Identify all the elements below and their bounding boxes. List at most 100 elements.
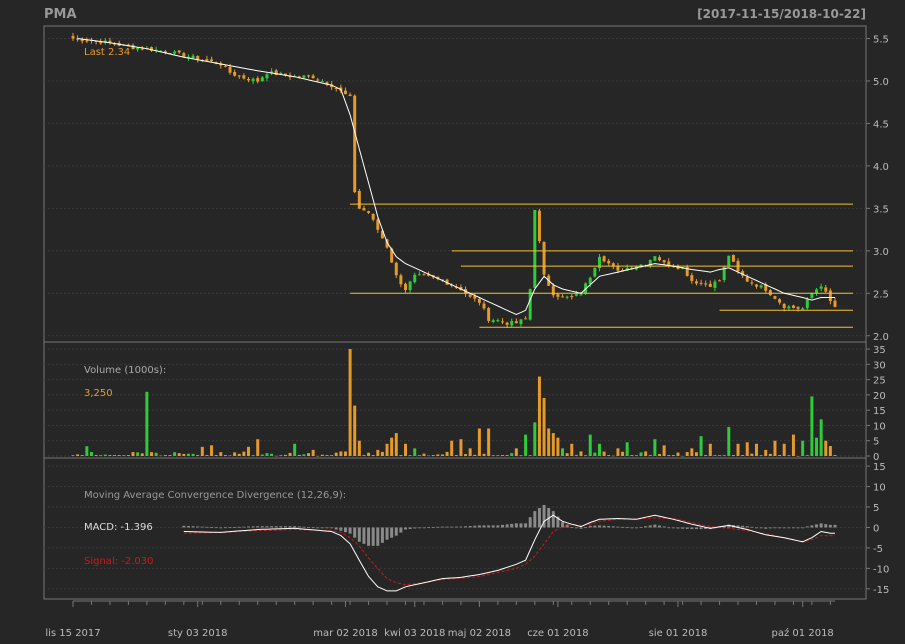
candle-body <box>436 276 440 279</box>
macd-histogram-bar <box>223 527 227 529</box>
candle-body <box>773 296 777 299</box>
volume-y-tick-label: 5 <box>873 437 879 448</box>
candle-body <box>731 254 735 262</box>
volume-bar <box>103 454 107 456</box>
macd-line <box>183 514 835 592</box>
volume-bar <box>173 452 177 456</box>
price-y-tick-label: 4.5 <box>873 119 889 130</box>
macd-histogram-bar <box>510 523 514 528</box>
price-y-tick-label: 3.5 <box>873 204 889 215</box>
macd-histogram-bar <box>658 525 662 528</box>
candle-body <box>588 277 592 285</box>
macd-histogram-bar <box>468 526 472 528</box>
volume-bar <box>805 455 809 456</box>
volume-bar <box>251 455 255 456</box>
candle-body <box>362 208 366 211</box>
candle-body <box>270 71 274 74</box>
macd-histogram-bar <box>565 524 569 528</box>
volume-bar <box>694 452 698 456</box>
candle-body <box>246 78 250 81</box>
candle-body <box>173 51 177 54</box>
candle-body <box>704 283 708 285</box>
volume-y-tick-label: 30 <box>873 360 886 371</box>
macd-histogram-bar <box>270 526 274 528</box>
macd-histogram-bar <box>459 526 463 528</box>
candle-body <box>302 75 306 78</box>
macd-histogram-bar <box>274 526 278 528</box>
macd-histogram-bar <box>801 527 805 529</box>
volume-bar <box>611 455 615 457</box>
candle-body <box>85 40 89 42</box>
macd-histogram-bar <box>279 526 283 528</box>
candle-body <box>334 87 338 89</box>
volume-bar <box>136 452 140 456</box>
volume-bar <box>404 443 408 456</box>
macd-histogram-bar <box>380 527 384 543</box>
volume-bar <box>436 454 440 456</box>
macd-panel <box>182 504 837 592</box>
candle-body <box>140 48 144 50</box>
macd-histogram-bar <box>699 527 703 530</box>
macd-histogram-bar <box>787 527 791 529</box>
candle-body <box>316 79 320 81</box>
volume-bar <box>607 455 611 456</box>
macd-histogram-bar <box>182 525 186 528</box>
volume-bar <box>85 446 89 456</box>
candle-body <box>242 75 246 79</box>
candle-body <box>297 76 301 78</box>
volume-bar <box>741 455 745 456</box>
candle-body <box>708 283 712 287</box>
candle-body <box>491 320 495 322</box>
volume-bar <box>371 455 375 456</box>
macd-histogram-bar <box>487 525 491 528</box>
volume-bar <box>126 455 130 456</box>
candle-body <box>265 74 269 79</box>
volume-bar <box>824 440 828 456</box>
candle-body <box>283 73 287 76</box>
macd-histogram-bar <box>237 526 241 528</box>
volume-bar <box>556 437 560 456</box>
volume-bar <box>778 455 782 456</box>
volume-bar <box>246 446 250 456</box>
price-y-tick-label: 2.5 <box>873 289 889 300</box>
macd-histogram-bar <box>671 527 675 529</box>
candle-body <box>417 274 421 276</box>
macd-histogram-bar <box>796 527 800 529</box>
volume-bar <box>150 452 154 456</box>
macd-frame <box>43 457 867 600</box>
macd-histogram-bar <box>778 527 782 529</box>
candle-body <box>505 322 509 325</box>
candle-body <box>828 290 832 302</box>
macd-histogram-bar <box>819 523 823 528</box>
candle-body <box>422 274 426 276</box>
volume-y-tick-label: 0 <box>873 452 879 463</box>
volume-bar <box>565 453 569 456</box>
volume-bar <box>815 437 819 456</box>
volume-bar <box>163 455 167 456</box>
macd-histogram-bar <box>828 524 832 528</box>
candle-body <box>311 75 315 79</box>
sma-line <box>77 38 835 316</box>
x-tick-label: lis 15 2017 <box>45 628 100 639</box>
volume-bar <box>131 452 135 456</box>
volume-bar <box>320 454 324 456</box>
candle-body <box>390 248 394 263</box>
candle-body <box>404 283 408 291</box>
candle-body <box>177 50 181 53</box>
date-range: [2017-11-15/2018-10-22] <box>697 7 866 21</box>
macd-histogram-bar <box>334 527 338 530</box>
volume-bar <box>256 439 260 456</box>
volume-bar <box>357 440 361 456</box>
volume-bar <box>764 449 768 456</box>
volume-bar <box>464 454 468 456</box>
macd-histogram-bar <box>597 525 601 528</box>
macd-histogram-bar <box>496 525 500 528</box>
macd-histogram-bar <box>727 524 731 528</box>
candle-body <box>510 320 514 326</box>
volume-bar <box>348 349 352 456</box>
volume-bar <box>450 440 454 456</box>
volume-bar <box>496 455 500 456</box>
macd-title: Moving Average Convergence Divergence (1… <box>84 490 346 501</box>
candle-body <box>805 299 809 309</box>
volume-y-tick-label: 25 <box>873 376 886 387</box>
